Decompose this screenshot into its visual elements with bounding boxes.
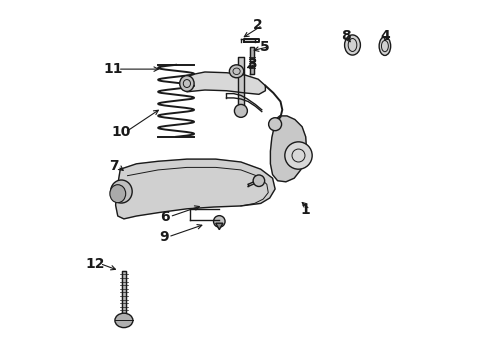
Ellipse shape xyxy=(110,180,132,203)
Circle shape xyxy=(284,142,311,169)
Circle shape xyxy=(213,216,224,227)
Polygon shape xyxy=(186,72,265,94)
Text: 10: 10 xyxy=(111,126,130,139)
Ellipse shape xyxy=(115,313,133,328)
Text: 9: 9 xyxy=(159,230,168,244)
Text: 12: 12 xyxy=(85,257,105,270)
Polygon shape xyxy=(237,57,244,110)
Ellipse shape xyxy=(344,35,360,55)
Ellipse shape xyxy=(179,76,194,91)
Text: 8: 8 xyxy=(341,29,350,43)
Polygon shape xyxy=(249,47,253,74)
Text: 11: 11 xyxy=(103,62,123,76)
Ellipse shape xyxy=(110,185,125,203)
Circle shape xyxy=(253,175,264,186)
Polygon shape xyxy=(122,271,126,316)
Circle shape xyxy=(234,104,247,117)
Circle shape xyxy=(268,118,281,131)
Text: 3: 3 xyxy=(246,57,256,71)
Text: 1: 1 xyxy=(300,203,310,216)
Text: 4: 4 xyxy=(380,29,390,43)
Polygon shape xyxy=(270,116,306,182)
Text: 7: 7 xyxy=(108,159,118,173)
Polygon shape xyxy=(215,223,223,230)
Text: 6: 6 xyxy=(160,210,170,224)
Ellipse shape xyxy=(229,65,244,78)
Ellipse shape xyxy=(378,37,390,55)
Polygon shape xyxy=(115,159,275,219)
Text: 5: 5 xyxy=(259,40,268,54)
Text: 2: 2 xyxy=(253,18,263,32)
